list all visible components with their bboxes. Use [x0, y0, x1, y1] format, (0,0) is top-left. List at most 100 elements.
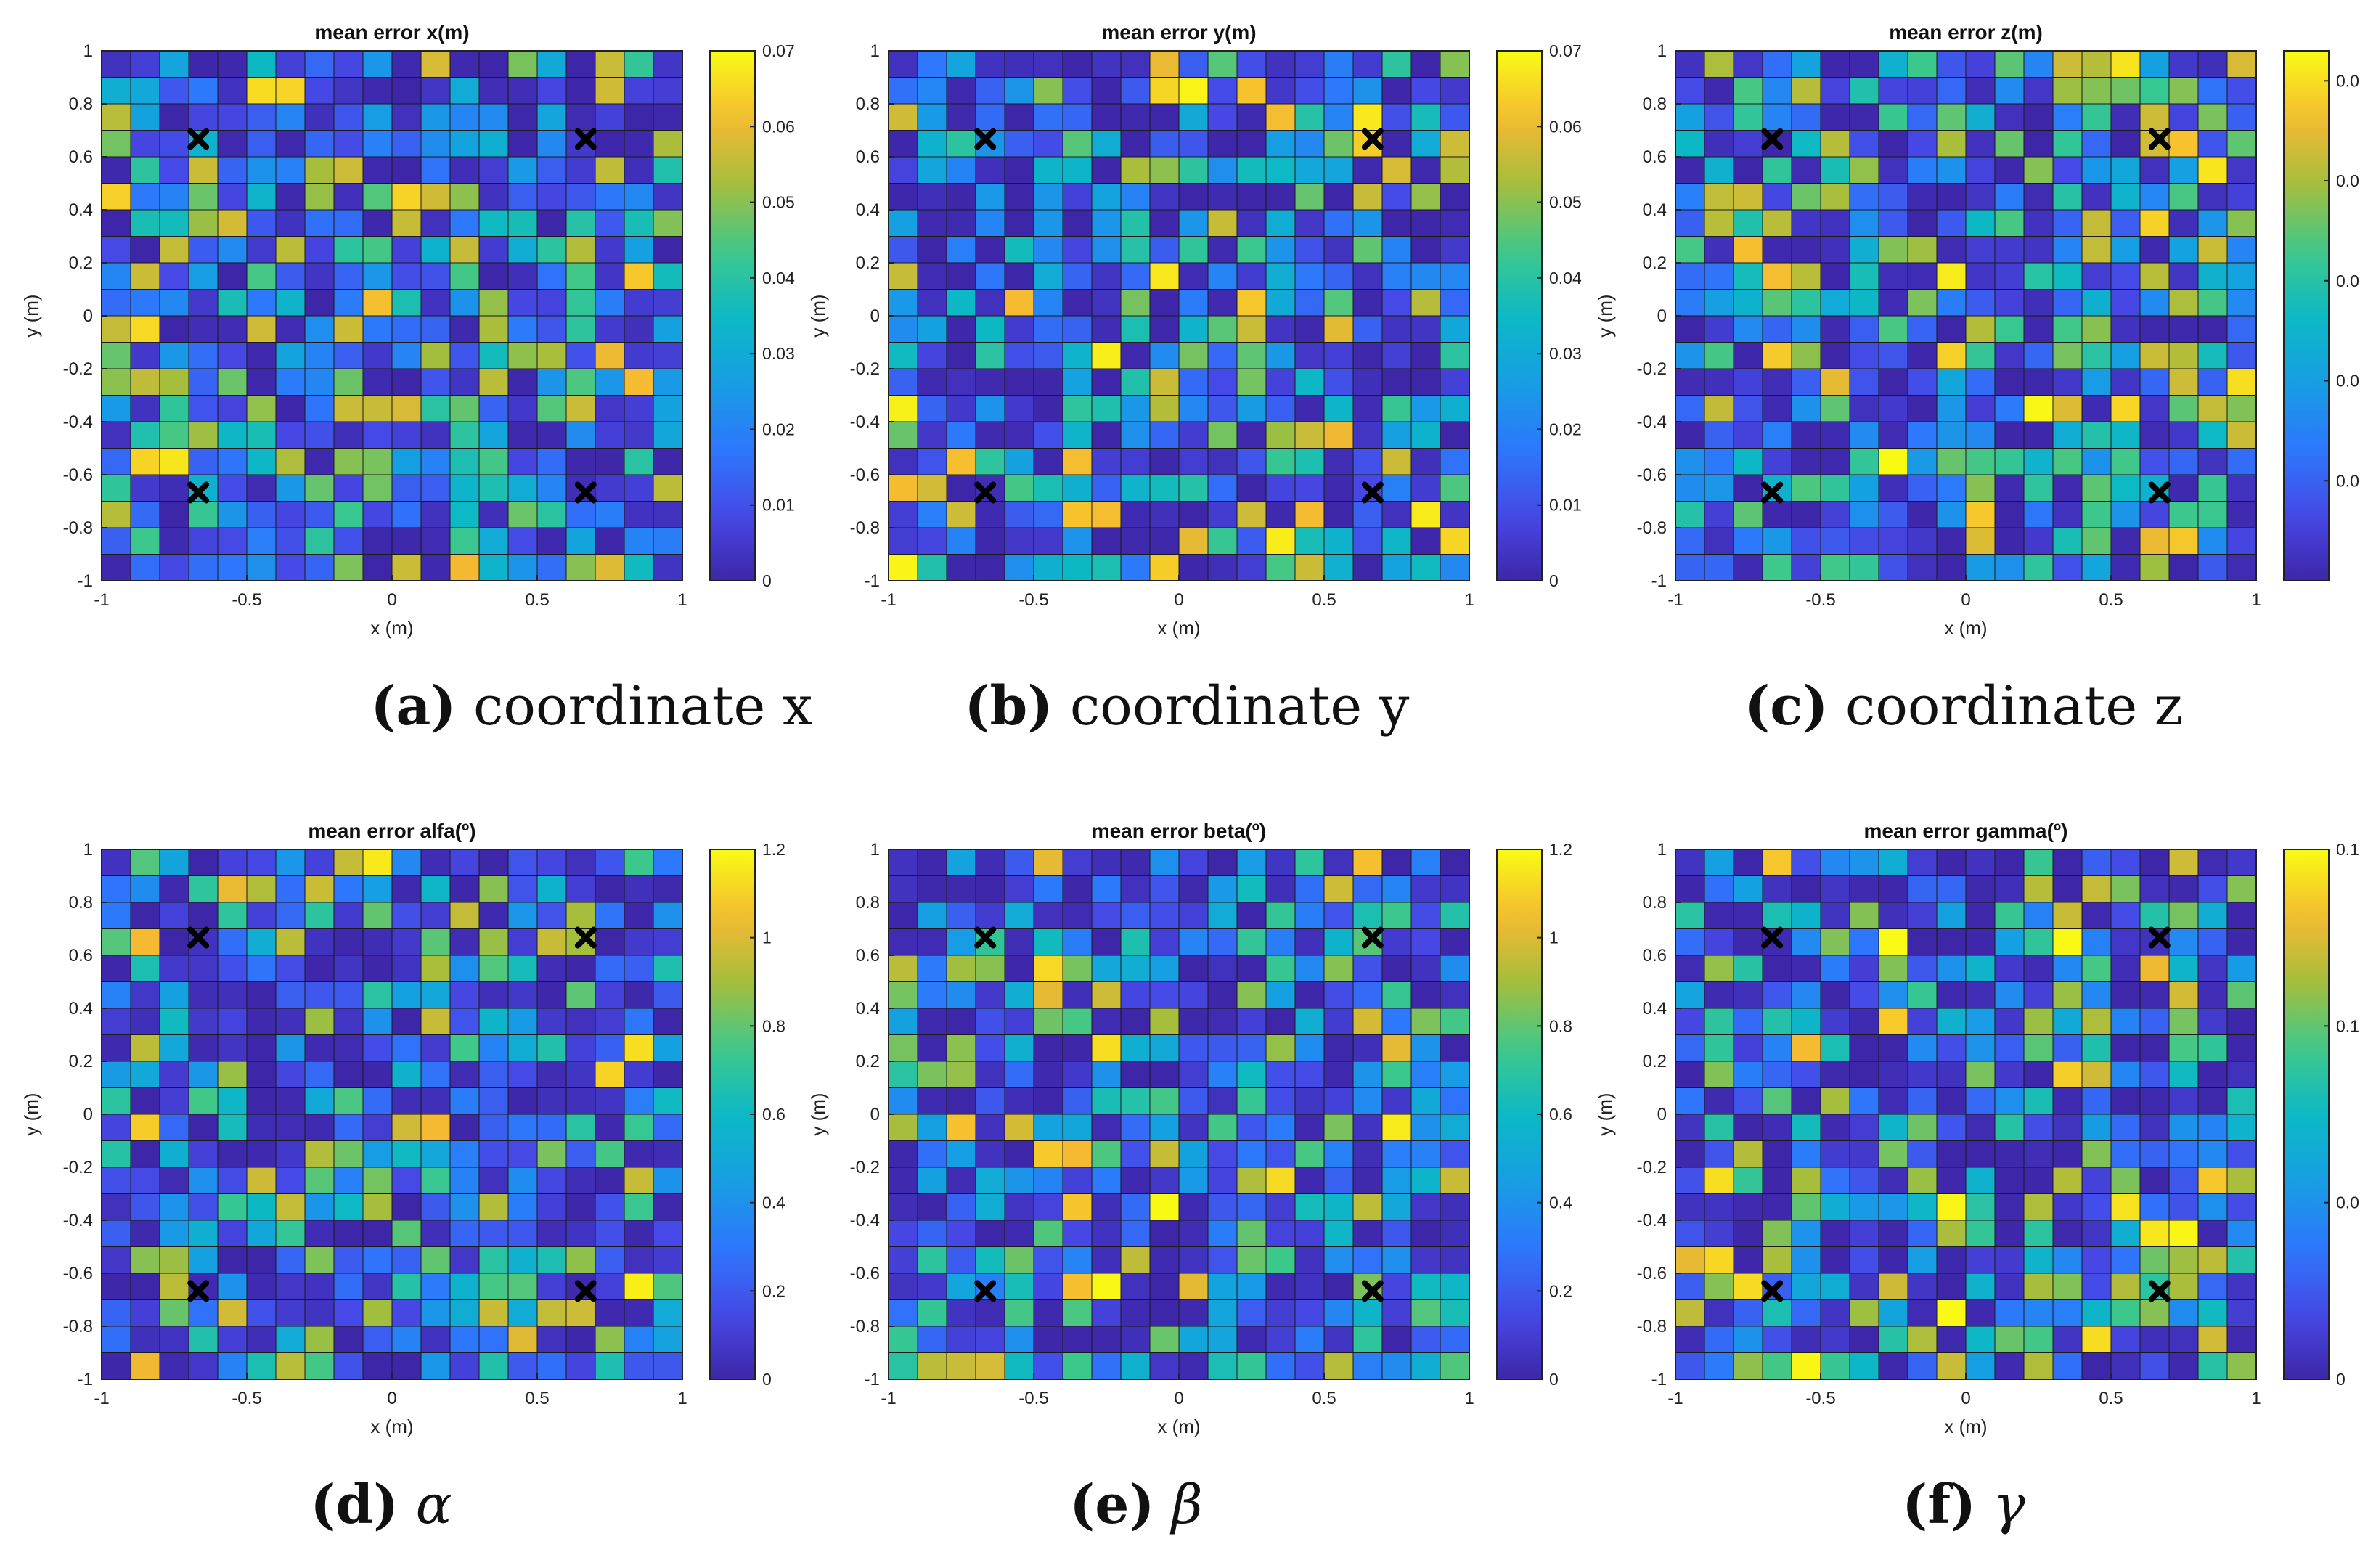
heatmap-cell [102, 290, 131, 317]
heatmap-cell [247, 422, 276, 449]
heatmap-cell [2111, 475, 2140, 502]
heatmap-cell [479, 1167, 508, 1194]
heatmap-cell [976, 157, 1005, 184]
heatmap-cell [218, 1247, 247, 1274]
heatmap-cell [1792, 263, 1821, 290]
heatmap-cell [2082, 316, 2111, 343]
heatmap-cell [160, 449, 189, 475]
heatmap-cell [1063, 982, 1092, 1009]
x-tick-label: -1 [94, 590, 109, 610]
heatmap-cell [1821, 51, 1850, 78]
heatmap-cell [2227, 1220, 2256, 1247]
heatmap-cell [247, 1008, 276, 1035]
heatmap-cell [595, 1194, 624, 1221]
heatmap-cell [2053, 343, 2082, 369]
heatmap-cell [2198, 1326, 2227, 1353]
heatmap-cell [1034, 396, 1063, 422]
heatmap-cell [450, 396, 479, 422]
heatmap-cell [918, 78, 947, 105]
heatmap-cell [2140, 1167, 2169, 1194]
heatmap-cell [1005, 955, 1034, 982]
heatmap-cell [947, 263, 976, 290]
heatmap-cell [1879, 1247, 1908, 1274]
heatmap-cell [1440, 369, 1469, 396]
heatmap-cell [1324, 1220, 1353, 1247]
heatmap-cell [1908, 184, 1937, 211]
heatmap-cell [1792, 104, 1821, 131]
heatmap-cell [624, 1247, 653, 1274]
heatmap-cell [1266, 449, 1295, 475]
heatmap-cell [1850, 982, 1879, 1009]
heatmap-cell [1092, 131, 1121, 158]
heatmap-cell [363, 502, 392, 528]
heatmap-cell [1966, 210, 1995, 237]
heatmap-cell [1821, 1300, 1850, 1327]
heatmap-cell [218, 902, 247, 929]
heatmap-cell [1208, 184, 1237, 211]
heatmap-cell [247, 1300, 276, 1327]
heatmap-cell [1382, 1353, 1411, 1380]
heatmap-cell [1937, 1194, 1966, 1221]
heatmap-cell [1150, 1008, 1179, 1035]
y-tick-label: -1 [865, 1370, 880, 1389]
heatmap-cell [1966, 104, 1995, 131]
heatmap-cell [1382, 1273, 1411, 1300]
heatmap-cell [1995, 1326, 2024, 1353]
heatmap-cell [218, 1141, 247, 1168]
heatmap-cell [102, 157, 131, 184]
heatmap-cell [1150, 1088, 1179, 1115]
heatmap-cell [363, 422, 392, 449]
heatmap-cell [1208, 422, 1237, 449]
y-axis-label: y (m) [807, 1093, 829, 1135]
heatmap-cell [1208, 1300, 1237, 1327]
heatmap-cell [421, 982, 450, 1009]
heatmap-cell [1821, 237, 1850, 264]
heatmap-cell [189, 1220, 218, 1247]
y-tick-label: -0.8 [850, 518, 880, 538]
heatmap-cell [1063, 263, 1092, 290]
heatmap-cell [1850, 237, 1879, 264]
heatmap-cell [1063, 290, 1092, 317]
heatmap-cell [189, 876, 218, 903]
heatmap-cell [976, 290, 1005, 317]
heatmap-cell [1208, 51, 1237, 78]
heatmap-cell [1734, 237, 1763, 264]
heatmap-cell [2024, 184, 2053, 211]
heatmap-cell [1208, 343, 1237, 369]
heatmap-cell [947, 343, 976, 369]
heatmap-cell [102, 131, 131, 158]
y-tick-label: -0.8 [63, 1317, 93, 1336]
heatmap-cell [2024, 502, 2053, 528]
heatmap-cell [1005, 1353, 1034, 1380]
heatmap-cell [160, 929, 189, 956]
heatmap-cell [1208, 849, 1237, 876]
heatmap-cell [421, 1167, 450, 1194]
heatmap-cell [947, 1035, 976, 1062]
heatmap-cell [421, 902, 450, 929]
y-tick-label: 0.6 [856, 946, 880, 965]
heatmap-cell [1704, 1141, 1734, 1168]
heatmap-cell [1295, 157, 1324, 184]
heatmap-cell [1704, 157, 1734, 184]
heatmap-cell [2140, 1114, 2169, 1141]
heatmap-cell [1353, 1300, 1382, 1327]
heatmap-cell [624, 237, 653, 264]
heatmap-cell [508, 1220, 537, 1247]
heatmap-cell [653, 1008, 682, 1035]
heatmap-cell [276, 1273, 305, 1300]
heatmap-cell [1966, 290, 1995, 317]
heatmap-cell [2227, 290, 2256, 317]
heatmap-cell [1966, 1326, 1995, 1353]
heatmap-cell [102, 1114, 131, 1141]
heatmap-cell [1908, 1141, 1937, 1168]
heatmap-cell [160, 982, 189, 1009]
heatmap-cell [1092, 263, 1121, 290]
heatmap-cell [1440, 263, 1469, 290]
heatmap-cell [450, 555, 479, 581]
heatmap-cell [1850, 1247, 1879, 1274]
heatmap-cell [1440, 131, 1469, 158]
heatmap-cell [218, 1194, 247, 1221]
heatmap-cell [1763, 263, 1792, 290]
heatmap-cell [247, 1247, 276, 1274]
heatmap-cell [2169, 369, 2198, 396]
